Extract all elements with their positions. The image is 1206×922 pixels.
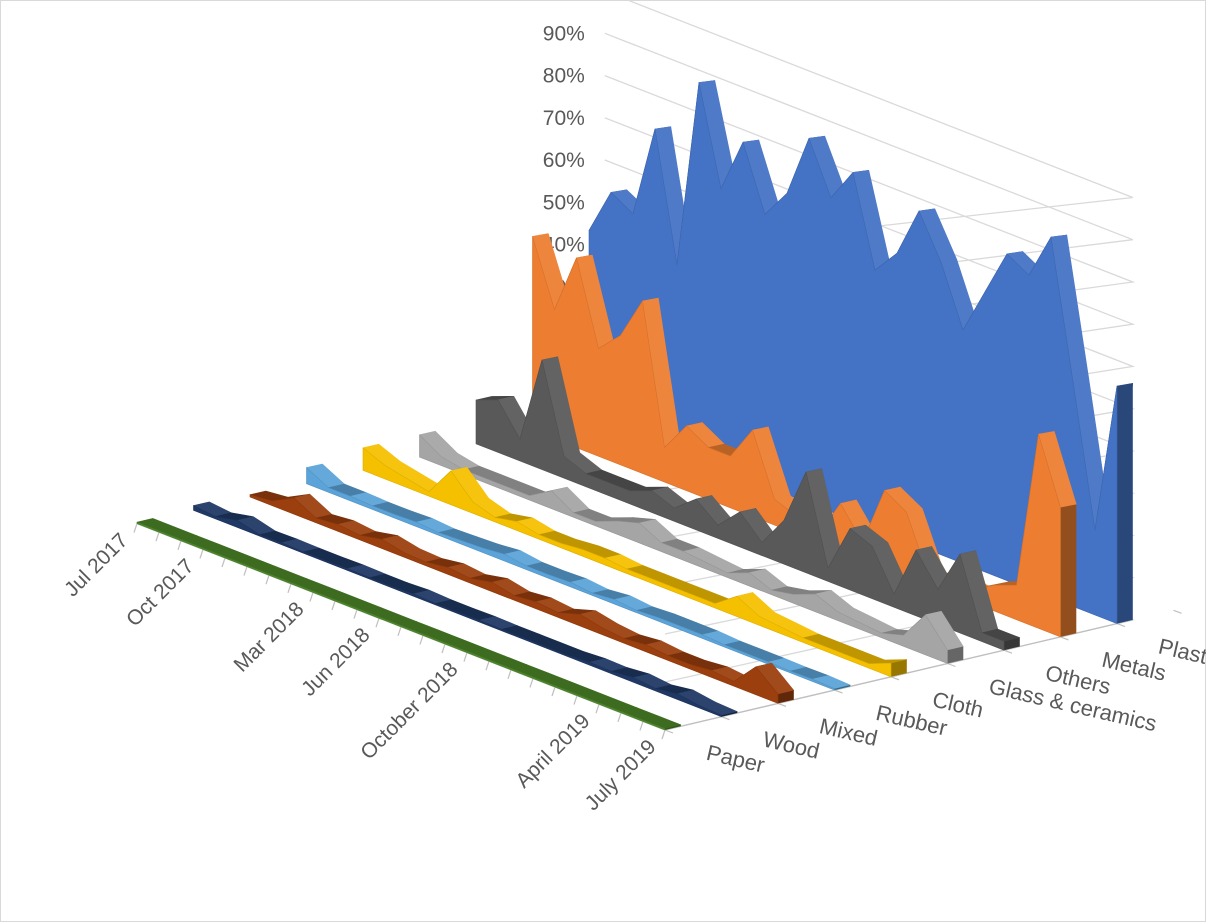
series-end-cap	[947, 646, 964, 664]
series-tick	[1173, 609, 1182, 614]
date-tick	[639, 721, 644, 731]
date-tick	[375, 618, 380, 628]
date-tick	[199, 549, 204, 559]
series-front-face	[419, 434, 948, 664]
date-tick	[331, 600, 336, 611]
date-tick	[353, 609, 358, 619]
date-tick	[177, 540, 182, 550]
series-tick	[777, 702, 787, 707]
date-tick	[419, 635, 424, 645]
series-end-cap	[778, 690, 794, 704]
series-end-cap	[834, 685, 851, 691]
series-end-cap	[721, 711, 738, 717]
series-tick	[947, 662, 956, 668]
series-front-face	[249, 494, 779, 704]
date-tick	[617, 712, 622, 722]
series-tick	[721, 716, 730, 721]
date-tick	[441, 643, 446, 654]
series-tick	[834, 689, 843, 694]
y-tick-label: 100%	[531, 0, 585, 3]
series-wood	[193, 501, 738, 718]
date-tick	[507, 669, 512, 679]
date-tick	[155, 532, 160, 542]
series-ribbons	[136, 80, 1134, 731]
y-tick-label: 90%	[543, 22, 585, 45]
date-tick	[287, 583, 292, 593]
y-tick-label: 50%	[543, 191, 585, 214]
date-tick	[551, 686, 556, 697]
series-end-cap	[1117, 383, 1133, 624]
series-front-face	[588, 82, 1118, 624]
series-others	[475, 356, 1021, 651]
series-tick	[1003, 649, 1013, 654]
series-front-face	[193, 505, 722, 718]
date-tick	[463, 652, 468, 662]
series-tick	[664, 729, 674, 734]
series-tick	[1116, 623, 1126, 628]
series-plastics	[588, 80, 1134, 624]
series-paper	[136, 518, 682, 731]
date-tick	[573, 695, 578, 705]
date-tick	[485, 661, 490, 671]
series-tick	[1060, 636, 1069, 641]
date-tick	[221, 557, 226, 568]
y-tick-label: 70%	[543, 107, 585, 130]
series-end-cap	[891, 659, 907, 677]
series-front-face	[306, 467, 835, 691]
series-front-face	[475, 359, 1005, 651]
series-cloth	[362, 443, 908, 678]
series-glass-ceramics	[419, 430, 964, 664]
y-tick-label: 60%	[543, 149, 585, 172]
date-tick	[397, 626, 402, 636]
date-tick	[243, 566, 248, 576]
series-end-cap	[665, 724, 681, 730]
series-front-face	[136, 521, 666, 731]
series-end-cap	[1004, 637, 1020, 651]
date-tick	[529, 678, 534, 688]
date-tick	[265, 575, 270, 585]
series-front-face	[362, 447, 892, 678]
series-tick	[890, 676, 900, 681]
date-tick	[661, 729, 666, 740]
series-end-cap	[1060, 504, 1077, 637]
date-tick	[309, 592, 314, 602]
y-tick-label: 80%	[543, 65, 585, 88]
series-rubber	[306, 463, 851, 691]
date-tick	[595, 704, 600, 714]
date-tick	[133, 523, 138, 533]
series-mixed	[249, 490, 795, 704]
